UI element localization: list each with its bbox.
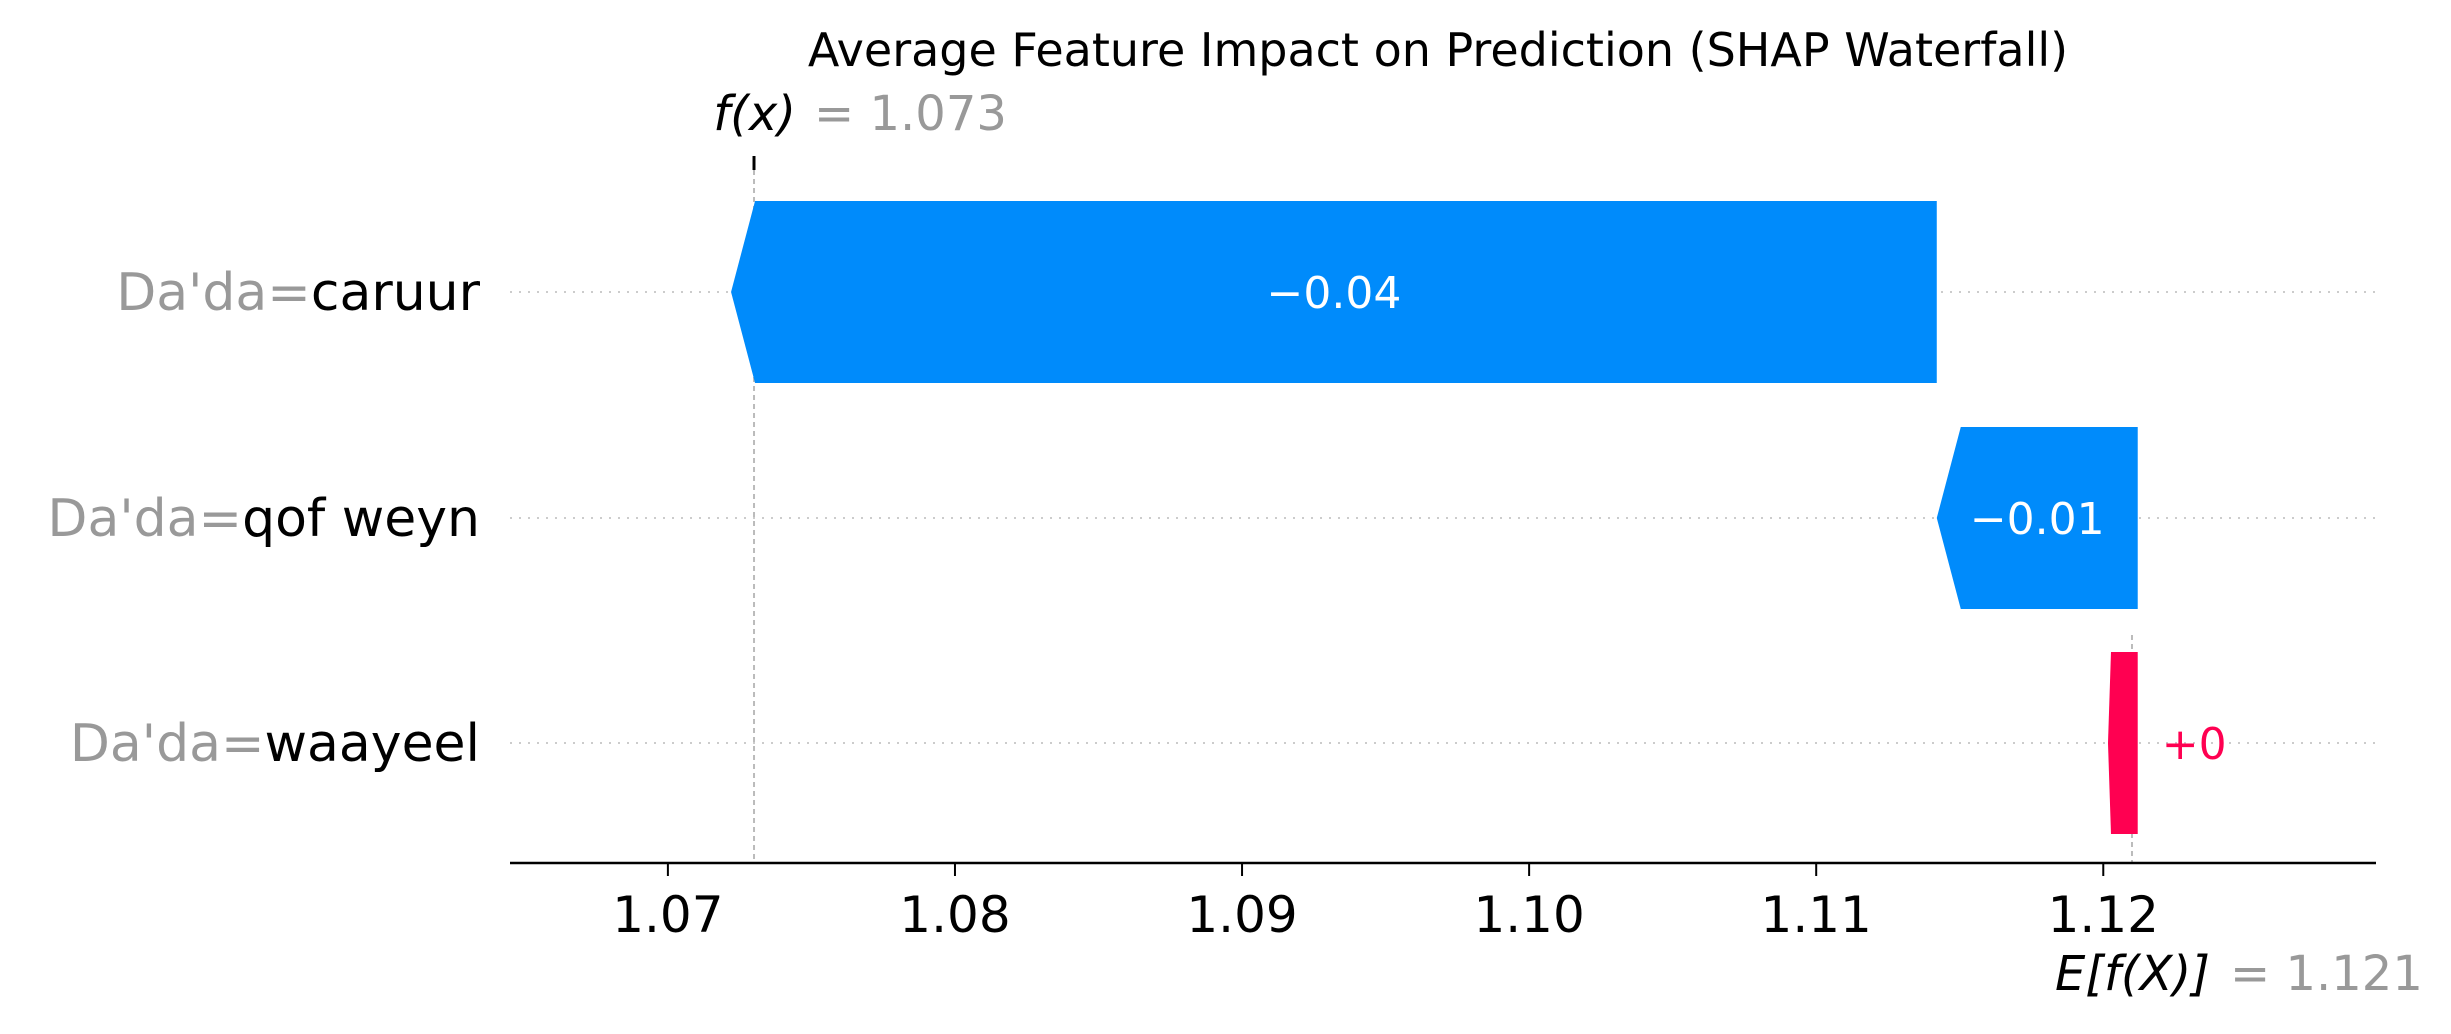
feature-label: Da'da=qof weyn [47,489,480,549]
x-tick-label: 1.12 [2048,886,2159,944]
waterfall-bar [1936,427,2138,609]
x-tick-label: 1.08 [899,886,1010,944]
chart-title: Average Feature Impact on Prediction (SH… [808,23,2068,77]
x-tick-label: 1.09 [1186,886,1297,944]
fx-label: f(x) [713,86,796,142]
x-tick-label: 1.07 [612,886,723,944]
bar-value-label: +0 [2162,719,2227,770]
x-tick-label: 1.10 [1473,886,1584,944]
bar-value-label: −0.01 [1970,494,2105,545]
bar-value-label: −0.04 [1266,268,1401,319]
waterfall-bar [2107,652,2138,834]
waterfall-bar [731,201,1937,383]
feature-label: Da'da=caruur [116,263,480,323]
feature-value: qof weyn [242,489,480,549]
efx-value: = 1.121 [2230,946,2423,1002]
efx-label: E[f(X)] [2055,946,2210,1002]
feature-name: Da'da= [116,263,311,323]
feature-value: caruur [311,263,481,323]
bars: −0.04 −0.01 +0 [731,201,2227,834]
feature-value: waayeel [265,714,480,774]
feature-name: Da'da= [47,489,242,549]
feature-name: Da'da= [70,714,265,774]
x-tick-label: 1.11 [1761,886,1872,944]
x-axis-ticks: 1.07 1.08 1.09 1.10 1.11 1.12 [612,863,2159,944]
fx-value: = 1.073 [814,86,1007,142]
feature-label: Da'da=waayeel [70,714,480,774]
